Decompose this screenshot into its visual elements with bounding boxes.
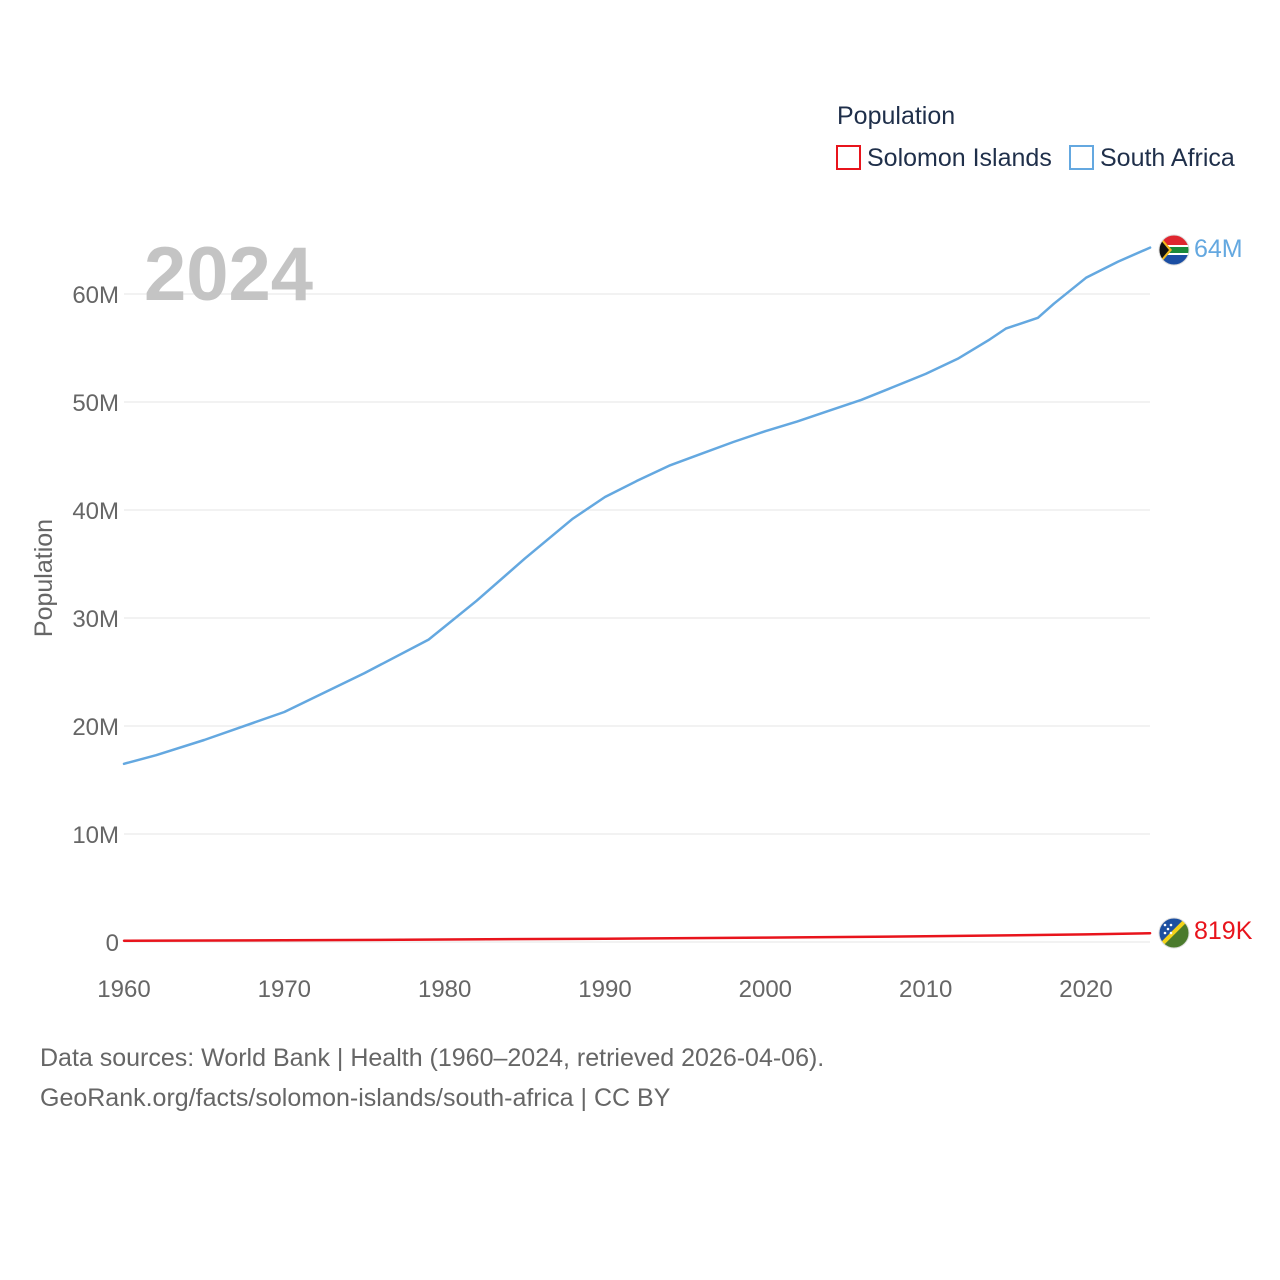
legend-item-solomon-islands[interactable]: Solomon Islands <box>836 144 1052 172</box>
x-tick-label: 2000 <box>739 976 792 1003</box>
x-tick-label: 1970 <box>258 976 311 1003</box>
x-tick-label: 1990 <box>578 976 631 1003</box>
y-tick-label: 60M <box>72 282 119 309</box>
legend-label-solomon-islands: Solomon Islands <box>867 144 1052 172</box>
x-tick-label: 1980 <box>418 976 471 1003</box>
legend-item-south-africa[interactable]: South Africa <box>1069 144 1235 172</box>
x-tick-label: 1960 <box>97 976 150 1003</box>
y-tick-label: 30M <box>72 606 119 633</box>
solomon-islands-flag-outline <box>1158 917 1190 949</box>
y-tick-label: 0 <box>106 930 119 957</box>
legend-title: Population <box>837 102 955 130</box>
south-africa-flag-outline <box>1158 234 1190 266</box>
url-line[interactable]: GeoRank.org/facts/solomon-islands/south-… <box>40 1084 671 1112</box>
series-line-south-africa[interactable] <box>122 246 1152 766</box>
y-tick-label: 40M <box>72 498 119 525</box>
x-tick-label: 2010 <box>899 976 952 1003</box>
legend-swatch-south-africa <box>1069 145 1094 170</box>
y-axis-ticks: 0 10M 20M 30M 40M 50M 60M <box>72 282 119 957</box>
y-tick-label: 50M <box>72 390 119 417</box>
end-label-solomon-islands: 819K <box>1194 917 1253 945</box>
x-axis-ticks: 1960 1970 1980 1990 2000 2010 2020 <box>97 976 1112 1003</box>
y-tick-label: 20M <box>72 714 119 741</box>
legend-swatch-solomon-islands <box>836 145 861 170</box>
x-tick-label: 2020 <box>1059 976 1112 1003</box>
series-lines <box>122 246 1152 942</box>
gridlines <box>124 293 1150 943</box>
legend-label-south-africa: South Africa <box>1100 144 1235 172</box>
y-tick-label: 10M <box>72 822 119 849</box>
end-label-south-africa: 64M <box>1194 235 1243 263</box>
y-axis-label: Population <box>30 519 58 637</box>
south-africa-flag-icon <box>1159 235 1189 265</box>
year-label: 2024 <box>144 232 313 317</box>
series-line-solomon-islands[interactable] <box>122 931 1152 942</box>
source-line: Data sources: World Bank | Health (1960–… <box>40 1044 825 1072</box>
